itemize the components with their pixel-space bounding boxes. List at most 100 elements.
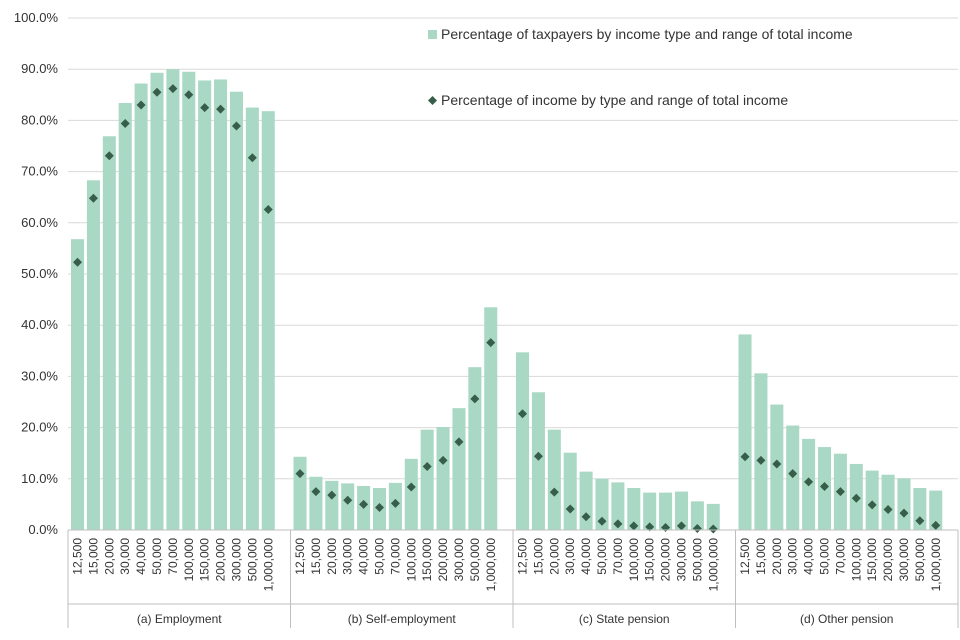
taxpayer-bar xyxy=(674,491,688,530)
income-marker xyxy=(772,459,782,469)
x-tick-label: 50,000 xyxy=(150,538,164,575)
x-tick-label: 40,000 xyxy=(802,538,816,575)
income-marker xyxy=(311,487,321,497)
x-tick-label: 20,000 xyxy=(770,538,784,575)
legend-marker-income xyxy=(428,96,437,105)
taxpayer-bar xyxy=(245,107,259,530)
x-tick-label: 15,000 xyxy=(309,538,323,575)
group-label: (b) Self-employment xyxy=(348,612,457,626)
x-tick-label: 500,000 xyxy=(913,538,927,582)
y-tick-label: 70.0% xyxy=(21,164,58,179)
taxpayer-bar xyxy=(420,429,434,530)
taxpayer-bar xyxy=(150,72,164,530)
x-tick-label: 100,000 xyxy=(404,538,418,582)
income-marker xyxy=(470,394,480,404)
income-marker xyxy=(867,500,877,510)
x-tick-label: 300,000 xyxy=(229,538,243,582)
income-marker xyxy=(359,499,369,509)
income-marker xyxy=(549,487,559,497)
y-tick-label: 40.0% xyxy=(21,317,58,332)
income-marker xyxy=(422,462,432,472)
group-label: (a) Employment xyxy=(137,612,222,626)
x-tick-label: 1,000,000 xyxy=(706,538,720,592)
taxpayer-bar xyxy=(214,79,228,530)
x-tick-label: 30,000 xyxy=(786,538,800,575)
income-marker xyxy=(597,516,607,526)
x-tick-label: 300,000 xyxy=(452,538,466,582)
taxpayer-bar xyxy=(102,136,116,530)
income-marker xyxy=(104,151,114,161)
y-tick-label: 50.0% xyxy=(21,266,58,281)
taxpayer-bar xyxy=(516,352,530,530)
bars xyxy=(71,69,943,531)
x-tick-label: 150,000 xyxy=(865,538,879,582)
taxpayer-bar xyxy=(452,408,466,530)
taxpayer-bar xyxy=(182,71,196,530)
taxpayer-bar xyxy=(738,334,752,530)
x-tick-label: 12,500 xyxy=(738,538,752,575)
y-tick-label: 80.0% xyxy=(21,112,58,127)
taxpayer-bar xyxy=(865,470,879,530)
x-tick-label: 15,000 xyxy=(531,538,545,575)
taxpayer-bar xyxy=(563,452,577,530)
taxpayer-bar xyxy=(436,427,450,530)
taxpayer-bar xyxy=(309,476,323,530)
income-marker xyxy=(565,504,575,514)
y-tick-label: 90.0% xyxy=(21,61,58,76)
y-tick-label: 100.0% xyxy=(14,10,59,25)
taxpayer-bar xyxy=(643,492,657,530)
income-marker xyxy=(533,451,543,461)
legend-swatch-taxpayers xyxy=(428,30,437,39)
group-label: (c) State pension xyxy=(579,612,670,626)
income-marker xyxy=(375,502,384,512)
income-marker xyxy=(438,455,448,465)
axes: 0.0% 10.0% 20.0% 30.0% 40.0% 50.0% 60.0% 70.0% 8… xyxy=(14,10,959,628)
income-marker xyxy=(327,490,337,500)
income-marker xyxy=(295,469,305,479)
taxpayer-bar xyxy=(547,429,561,530)
taxpayer-bar xyxy=(706,503,720,530)
income-marker xyxy=(486,338,496,348)
x-tick-label: 30,000 xyxy=(563,538,577,575)
x-tick-label: 40,000 xyxy=(579,538,593,575)
income-marker xyxy=(184,90,194,100)
x-tick-label: 200,000 xyxy=(436,538,450,582)
x-tick-label: 12,500 xyxy=(71,538,85,575)
taxpayer-bar xyxy=(293,456,307,530)
income-marker xyxy=(581,512,591,522)
income-marker xyxy=(136,100,146,110)
taxpayer-bar xyxy=(261,111,275,531)
x-tick-label: 50,000 xyxy=(818,538,832,575)
income-marker xyxy=(851,493,861,503)
x-tick-label: 12,500 xyxy=(516,538,530,575)
income-marker xyxy=(168,84,178,94)
x-tick-label: 12,500 xyxy=(293,538,307,575)
taxpayer-bar xyxy=(881,474,895,530)
taxpayer-bar xyxy=(468,367,482,530)
income-marker xyxy=(152,87,162,97)
x-tick-label: 150,000 xyxy=(643,538,657,582)
x-tick-label: 15,000 xyxy=(754,538,768,575)
x-tick-label: 30,000 xyxy=(118,538,132,575)
x-tick-label: 100,000 xyxy=(182,538,196,582)
income-marker xyxy=(247,153,257,163)
taxpayer-bar xyxy=(404,458,418,530)
taxpayer-bar xyxy=(897,478,911,530)
taxpayer-bar xyxy=(229,91,243,530)
income-marker xyxy=(518,409,528,419)
taxpayer-bar xyxy=(86,180,100,530)
x-tick-label: 70,000 xyxy=(611,538,625,575)
income-marker xyxy=(390,498,400,508)
taxpayer-bar xyxy=(71,239,85,530)
taxpayer-bar xyxy=(118,102,132,530)
taxpayer-bar xyxy=(913,488,927,530)
x-tick-label: 20,000 xyxy=(547,538,561,575)
x-tick-label: 70,000 xyxy=(166,538,180,575)
taxpayer-bar xyxy=(611,482,625,530)
taxpayer-bar xyxy=(595,478,609,530)
taxpayer-bar xyxy=(531,392,545,530)
taxpayer-bar xyxy=(627,488,641,530)
x-tick-label: 70,000 xyxy=(388,538,402,575)
legend: Percentage of taxpayers by income type a… xyxy=(428,26,853,108)
income-marker xyxy=(216,104,226,114)
